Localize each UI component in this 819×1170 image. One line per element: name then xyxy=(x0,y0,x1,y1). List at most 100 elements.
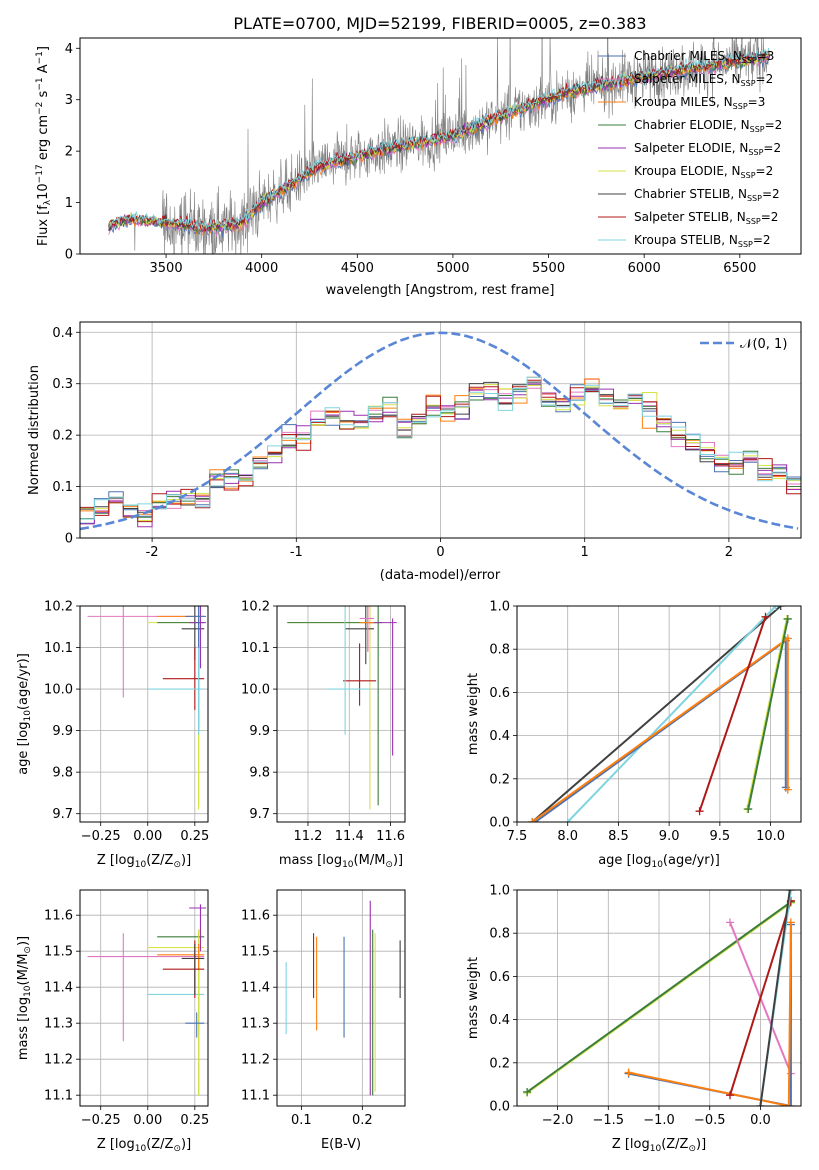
y-axis-label: mass weight xyxy=(466,673,481,755)
legend-entry: Kroupa MILES, NSSP=3 xyxy=(634,95,765,111)
y-tick-label: 11.5 xyxy=(241,945,270,960)
x-axis-label: mass [log10(M/M⊙)] xyxy=(279,853,403,870)
panel-age-vs-Z: −0.25 0.00 0.25 9.7 9.8 9.9 10.0 10.1 10.2 Z [log… xyxy=(16,600,209,871)
y-tick-label: 9.7 xyxy=(52,807,73,822)
plot-area xyxy=(277,890,405,1106)
y-tick-label: 0.0 xyxy=(489,816,510,831)
y-tick-label: 10.1 xyxy=(241,641,270,656)
panel-spectrum: 3500 4000 4500 5000 5500 6000 6500 0 1 2 3 4 wavelen… xyxy=(35,37,802,298)
x-axis-label: Z [log10(Z/Z⊙)] xyxy=(612,1137,706,1154)
y-tick-label: 3 xyxy=(65,93,73,108)
x-tick-label: 0.25 xyxy=(180,829,209,844)
x-tick-label: 3500 xyxy=(150,261,183,276)
y-tick-label: 1.0 xyxy=(489,884,510,899)
plot-area xyxy=(517,890,801,1106)
x-tick-label: 6500 xyxy=(723,261,756,276)
plot-area xyxy=(277,606,405,822)
data-point xyxy=(785,890,794,894)
plot-area xyxy=(517,606,801,822)
y-tick-label: 0.2 xyxy=(52,429,73,444)
data-point xyxy=(726,1091,734,1100)
y-tick-label: 0.1 xyxy=(52,480,73,495)
y-tick-label: 9.7 xyxy=(249,807,270,822)
data-point xyxy=(776,606,785,610)
axes-frame xyxy=(79,37,802,255)
y-tick-label: 0.4 xyxy=(489,1013,510,1028)
figure-title: PLATE=0700, MJD=52199, FIBERID=0005, z=0… xyxy=(233,14,646,33)
y-axis-label: Normed distribution xyxy=(27,365,42,495)
x-tick-label: −0.25 xyxy=(81,1113,121,1128)
panel-mass-vs-Z: −0.25 0.00 0.25 11.1 11.2 11.3 11.4 11.5 11.6 Z [… xyxy=(16,889,209,1154)
data-point xyxy=(771,606,780,610)
x-tick-label: 0.0 xyxy=(750,1113,771,1128)
x-tick-label: 9.0 xyxy=(659,829,680,844)
data-point xyxy=(726,918,734,927)
y-tick-label: 11.4 xyxy=(44,981,73,996)
data-point xyxy=(744,805,753,814)
y-tick-label: 10.2 xyxy=(241,600,270,615)
y-tick-label: 0.2 xyxy=(489,772,510,787)
data-point xyxy=(528,818,537,822)
legend-entry: Kroupa ELODIE, NSSP=2 xyxy=(634,164,773,180)
y-tick-label: 11.1 xyxy=(44,1089,73,1104)
x-axis-label: Z [log10(Z/Z⊙)] xyxy=(97,1137,191,1154)
x-tick-label: 11.4 xyxy=(335,829,364,844)
y-tick-label: 1.0 xyxy=(489,600,510,615)
y-tick-label: 10.0 xyxy=(241,683,270,698)
x-axis-label: age [log10(age/yr)] xyxy=(598,853,720,870)
y-axis-label: Flux [fλ10−17 erg cm−2 s−1 A−1] xyxy=(35,46,53,246)
data-point xyxy=(624,1068,633,1077)
x-tick-label: 4500 xyxy=(341,261,374,276)
y-tick-label: 11.6 xyxy=(241,909,270,924)
y-tick-label: 0.6 xyxy=(489,970,510,985)
plot-area xyxy=(80,606,208,822)
plot-area xyxy=(108,38,771,254)
y-tick-label: 11.4 xyxy=(241,981,270,996)
x-tick-label: 8.5 xyxy=(608,829,629,844)
x-tick-label: 5000 xyxy=(436,261,469,276)
x-axis-label: (data-model)/error xyxy=(380,568,501,583)
histogram-step xyxy=(80,379,801,523)
series-line xyxy=(566,606,777,822)
x-tick-label: 10.0 xyxy=(756,829,785,844)
x-tick-label: 0.2 xyxy=(352,1113,373,1128)
x-tick-label: 6000 xyxy=(628,261,661,276)
x-tick-label: 2 xyxy=(725,545,733,560)
y-tick-label: 11.5 xyxy=(44,945,73,960)
y-tick-label: 0.8 xyxy=(489,643,510,658)
legend-entry: Chabrier ELODIE, NSSP=2 xyxy=(634,118,782,134)
y-axis-label: age [log10(age/yr)] xyxy=(16,653,33,775)
y-tick-label: 0 xyxy=(65,532,73,547)
x-axis-label: E(B-V) xyxy=(321,1137,361,1152)
data-point xyxy=(783,614,792,623)
axes-frame xyxy=(79,605,209,823)
axes-frame xyxy=(516,605,802,823)
y-tick-label: 4 xyxy=(65,42,73,57)
y-tick-label: 0.2 xyxy=(489,1056,510,1071)
y-tick-label: 11.3 xyxy=(241,1017,270,1032)
y-tick-label: 9.8 xyxy=(249,766,270,781)
x-tick-label: 0.00 xyxy=(133,829,162,844)
data-point xyxy=(756,1102,765,1106)
x-tick-label: 0.1 xyxy=(291,1113,312,1128)
panel-mass-weight-vs-Z: −2.0 −1.5 −1.0 −0.5 0.0 0.0 0.2 0.4 0.6 0.8 1.0 Z [… xyxy=(466,884,802,1154)
y-tick-label: 11.6 xyxy=(44,909,73,924)
x-axis-label: Z [log10(Z/Z⊙)] xyxy=(97,853,191,870)
panel-mass-weight-vs-age: 7.5 8.0 8.5 9.0 9.5 10.0 0.0 0.2 0.4 0.6 0.8 1.0 age… xyxy=(466,600,802,870)
data-point xyxy=(786,918,795,927)
plot-area xyxy=(80,322,801,538)
x-tick-label: -1 xyxy=(290,545,303,560)
axes-frame xyxy=(276,605,406,823)
series-line xyxy=(759,890,791,1106)
y-tick-label: 0.3 xyxy=(52,377,73,392)
x-tick-label: 8.0 xyxy=(557,829,578,844)
x-tick-label: 0.00 xyxy=(133,1113,162,1128)
y-tick-label: 11.2 xyxy=(44,1053,73,1068)
y-axis-label: mass weight xyxy=(466,957,481,1039)
y-tick-label: 10.2 xyxy=(44,600,73,615)
series-line xyxy=(108,47,771,230)
axes-frame xyxy=(79,889,209,1107)
x-tick-label: −2.0 xyxy=(542,1113,574,1128)
series-line xyxy=(729,900,792,1096)
panel-residuals: -2 -1 0 1 2 0 0.1 0.2 0.3 0.4 (data-model)/error No… xyxy=(27,321,802,583)
